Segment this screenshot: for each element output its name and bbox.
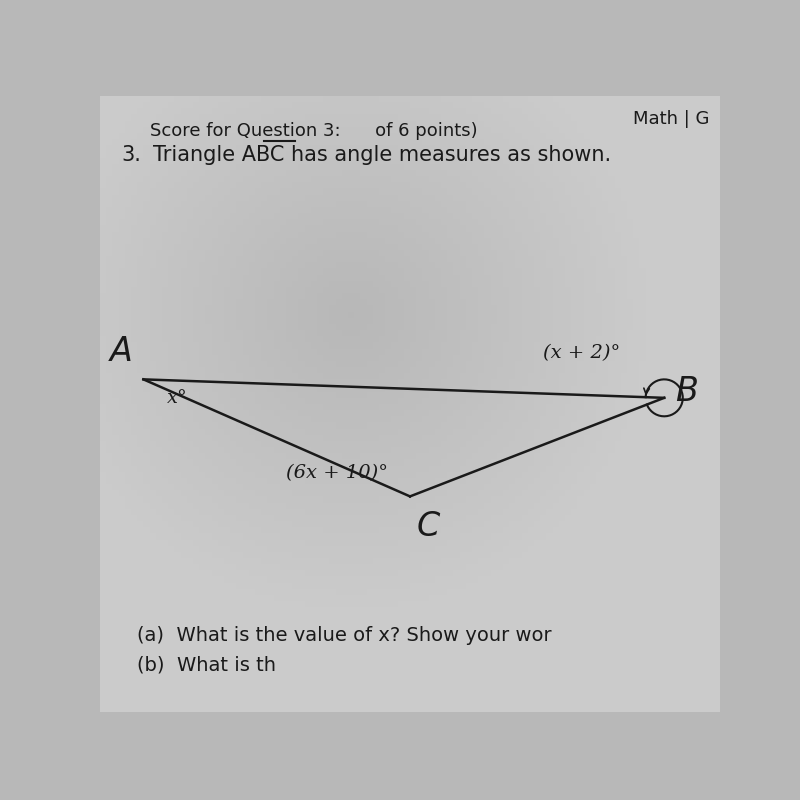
Text: (x + 2)°: (x + 2)° [543,344,621,362]
Text: (a)  What is the value of x? Show your wor: (a) What is the value of x? Show your wo… [138,626,552,645]
Text: 3.: 3. [122,145,142,165]
Text: A: A [110,335,132,368]
Text: x°: x° [167,389,188,406]
Text: Score for Question 3:      of 6 points): Score for Question 3: of 6 points) [150,122,478,140]
Text: (b)  What is th: (b) What is th [138,655,276,674]
Text: B: B [675,375,698,408]
Text: C: C [416,510,439,543]
Text: (6x + 10)°: (6x + 10)° [286,464,388,482]
Text: Triangle ABC has angle measures as shown.: Triangle ABC has angle measures as shown… [153,145,611,165]
Text: Math | G: Math | G [634,110,710,128]
